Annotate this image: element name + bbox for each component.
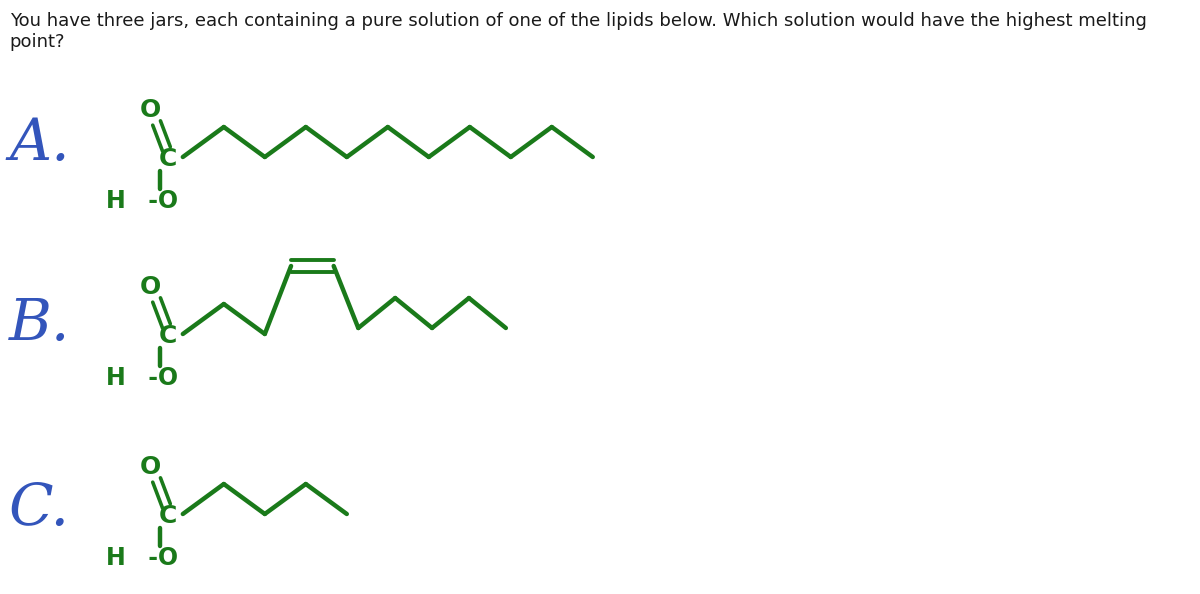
Text: H: H [106,546,126,570]
Text: O: O [139,98,161,122]
Text: O: O [139,275,161,299]
Text: H: H [106,366,126,390]
Text: -O: -O [140,189,179,213]
Text: C: C [158,147,178,171]
Text: -O: -O [140,366,179,390]
Text: O: O [139,455,161,479]
Text: C: C [158,504,178,528]
Text: You have three jars, each containing a pure solution of one of the lipids below.: You have three jars, each containing a p… [10,12,1147,51]
Text: -O: -O [140,546,179,570]
Text: C.: C. [8,481,70,537]
Text: A.: A. [10,116,70,172]
Text: H: H [106,189,126,213]
Text: B.: B. [8,296,70,352]
Text: C: C [158,324,178,348]
